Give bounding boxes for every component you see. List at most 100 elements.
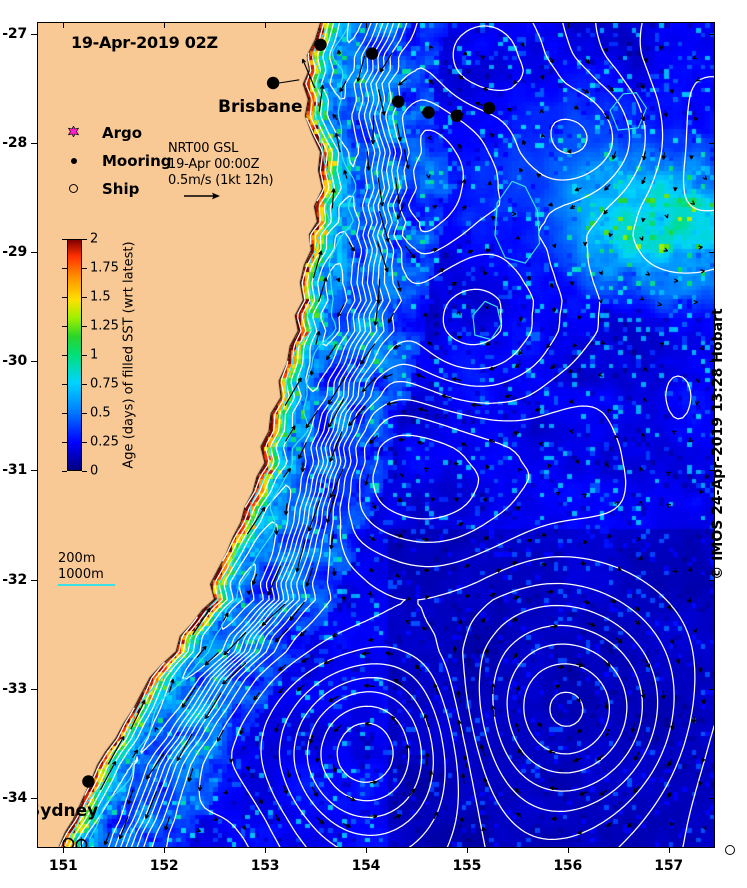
velocity-vector [464,564,471,569]
velocity-vector [512,595,520,600]
velocity-vector [634,751,640,761]
velocity-vector [666,503,672,508]
velocity-vector [663,247,669,252]
map-plot-area[interactable]: 19-Apr-2019 02Z Brisbane Sydney Argo Moo… [37,22,715,848]
velocity-vector [339,80,347,93]
velocity-vector [399,473,405,478]
velocity-vector [548,202,553,207]
velocity-vector [482,497,488,503]
y-axis-tick-right [709,361,714,363]
velocity-vector [103,832,110,846]
velocity-vector [483,777,488,787]
bathymetry-contour-seamount-a [494,180,541,264]
velocity-vector [506,108,512,113]
velocity-vector [573,757,582,762]
y-axis-tick-label: -32 [2,571,27,588]
velocity-vector [312,250,323,279]
x-axis-tick-top [466,23,468,28]
velocity-vector [421,537,429,542]
velocity-vector [311,786,319,797]
velocity-vector [522,139,527,146]
velocity-vector [550,624,558,629]
velocity-vector [693,299,698,305]
velocity-vector [513,79,518,85]
velocity-vector [695,378,701,383]
velocity-vector [326,343,337,361]
colorbar-tick [82,413,87,414]
velocity-vector [603,209,608,215]
velocity-vector [127,789,134,805]
velocity-vector [348,241,355,252]
velocity-vector [361,377,376,393]
velocity-vector [536,173,541,178]
velocity-vector [515,235,521,240]
velocity-vector [427,135,433,140]
x-axis-tick-label: 154 [351,858,381,874]
velocity-vector [661,152,667,160]
velocity-vector [464,594,471,599]
velocity-vector [421,626,427,632]
velocity-vector [670,721,675,731]
y-axis-tick-right [709,33,714,35]
ssh-contour-lines [59,23,714,847]
velocity-vector [520,41,525,48]
velocity-vector [396,202,405,220]
velocity-vector [669,89,675,94]
velocity-vector [118,816,129,840]
velocity-vector [540,133,546,138]
y-axis-tick-label: -30 [2,353,27,370]
velocity-vector [334,132,341,153]
velocity-vector [687,567,693,572]
velocity-vector [517,748,525,757]
colorbar-tick [82,239,87,240]
city-label-brisbane: Brisbane [218,97,303,117]
velocity-vector [587,622,596,627]
velocity-vector [495,568,502,573]
velocity-vector [483,270,488,276]
velocity-vector [471,402,482,408]
argo-marker [68,126,79,137]
velocity-vector [393,814,402,820]
velocity-vector [239,727,244,735]
velocity-vector [698,245,703,250]
colorbar-tick-label: 0.75 [90,376,119,392]
velocity-vector [664,213,669,219]
velocity-vector [518,349,523,356]
velocity-vector [376,241,389,273]
velocity-vector [364,722,372,727]
bathymetry-contour-seamount-c [609,92,648,131]
velocity-vector [462,205,467,211]
velocity-vector [390,715,398,725]
velocity-vector [395,573,400,578]
velocity-vector [574,187,582,192]
velocity-vector [642,397,648,403]
velocity-vector [663,110,668,118]
velocity-vector [638,555,644,560]
velocity-vector [282,467,292,478]
velocity-vector [145,790,158,819]
velocity-vector [457,619,463,625]
velocity-vector [702,175,708,181]
velocity-vector [332,113,338,120]
x-axis-tick-top [567,23,569,28]
velocity-vector [666,604,672,610]
velocity-vector [569,429,574,434]
velocity-vector [404,245,416,259]
x-axis-tick [365,847,367,853]
velocity-vector [641,217,646,223]
velocity-vector [600,340,606,346]
ship-point [62,837,75,847]
velocity-vector [258,797,263,805]
velocity-vector [261,603,286,627]
velocity-vector [490,216,496,221]
velocity-vector [691,716,697,724]
velocity-vector [518,467,523,473]
y-axis-tick [31,143,37,145]
colorbar-tick [82,326,87,327]
city-label-sydney: Sydney [38,801,99,821]
velocity-vector [366,151,371,171]
velocity-vector [336,49,342,55]
colorbar-tick-label: 0.25 [90,434,119,450]
velocity-vector [605,822,612,827]
